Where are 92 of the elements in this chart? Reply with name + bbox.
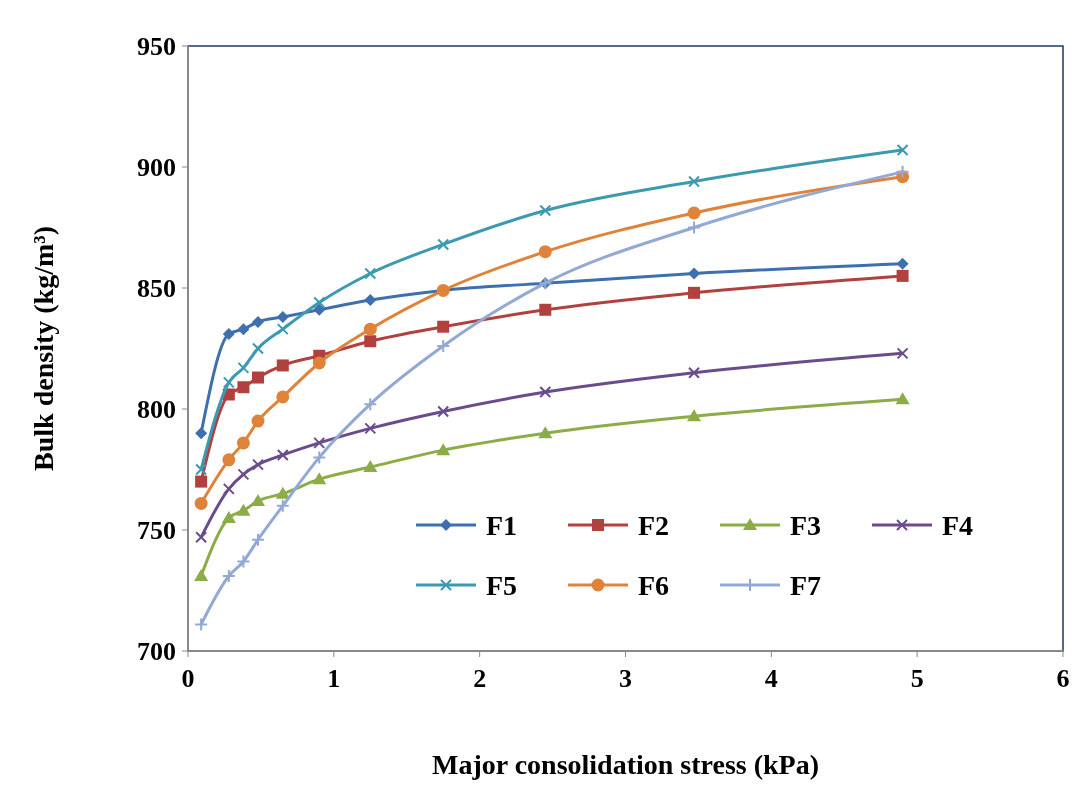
point bbox=[275, 486, 290, 499]
point bbox=[364, 335, 377, 348]
point bbox=[896, 269, 909, 282]
point bbox=[221, 568, 236, 583]
point bbox=[237, 468, 250, 481]
x-tick-label: 1 bbox=[327, 664, 341, 693]
point bbox=[895, 392, 910, 405]
point bbox=[687, 206, 701, 220]
point bbox=[194, 617, 209, 632]
point bbox=[313, 296, 326, 309]
point bbox=[221, 510, 236, 523]
point bbox=[313, 436, 326, 449]
point bbox=[437, 238, 450, 251]
point bbox=[437, 320, 450, 333]
point bbox=[194, 496, 208, 510]
x-tick-label: 4 bbox=[764, 664, 778, 693]
point bbox=[364, 294, 377, 307]
point bbox=[895, 164, 910, 179]
point bbox=[195, 463, 208, 476]
point bbox=[236, 436, 250, 450]
y-tick-label: 950 bbox=[137, 32, 176, 61]
point bbox=[222, 376, 235, 389]
point bbox=[313, 303, 326, 316]
point bbox=[312, 472, 327, 485]
point bbox=[195, 427, 208, 440]
point bbox=[539, 303, 552, 316]
point bbox=[251, 493, 265, 506]
point bbox=[236, 554, 251, 569]
legend-label: F4 bbox=[942, 510, 974, 541]
x-tick-label: 6 bbox=[1056, 664, 1070, 693]
x-tick-label: 2 bbox=[473, 664, 487, 693]
legend-label: F1 bbox=[486, 510, 518, 541]
point bbox=[896, 257, 909, 270]
point bbox=[275, 498, 290, 513]
y-tick-label: 850 bbox=[137, 274, 176, 303]
point bbox=[251, 414, 265, 428]
y-tick-label: 750 bbox=[137, 516, 176, 545]
point bbox=[437, 405, 450, 418]
x-tick-label: 3 bbox=[619, 664, 632, 693]
point bbox=[538, 245, 552, 259]
point bbox=[688, 267, 701, 280]
point bbox=[194, 568, 209, 581]
point bbox=[252, 342, 264, 355]
point bbox=[195, 475, 208, 488]
point bbox=[252, 315, 264, 328]
point bbox=[276, 359, 289, 372]
x-axis-title: Major consolidation stress (kPa) bbox=[431, 749, 820, 780]
point bbox=[436, 443, 451, 456]
point bbox=[222, 453, 236, 467]
point bbox=[688, 366, 701, 379]
y-tick-label: 800 bbox=[137, 395, 176, 424]
y-axis-title: Bulk density (kg/m³) bbox=[28, 226, 59, 471]
legend-label: F2 bbox=[638, 510, 670, 541]
point bbox=[237, 323, 250, 336]
legend-label: F5 bbox=[486, 570, 518, 601]
point bbox=[363, 322, 377, 336]
point bbox=[222, 327, 235, 340]
legend-label: F7 bbox=[790, 570, 822, 601]
point bbox=[312, 450, 327, 465]
point bbox=[436, 339, 451, 354]
point bbox=[364, 422, 377, 435]
point bbox=[276, 323, 289, 336]
x-tick-label: 0 bbox=[181, 664, 195, 693]
point bbox=[195, 531, 208, 544]
point bbox=[252, 371, 264, 384]
point bbox=[896, 347, 909, 360]
point bbox=[276, 311, 289, 324]
point bbox=[236, 503, 251, 516]
legend-label: F3 bbox=[790, 510, 822, 541]
point bbox=[276, 390, 290, 404]
legend-label: F6 bbox=[638, 570, 670, 601]
point bbox=[312, 356, 326, 370]
point bbox=[539, 204, 552, 217]
point bbox=[688, 286, 701, 299]
y-tick-label: 900 bbox=[137, 153, 176, 182]
point bbox=[539, 386, 552, 399]
point bbox=[364, 267, 377, 280]
point bbox=[237, 361, 250, 374]
point bbox=[222, 482, 235, 495]
point bbox=[688, 175, 701, 188]
point bbox=[363, 397, 378, 412]
point bbox=[276, 448, 289, 461]
point bbox=[237, 381, 250, 394]
point bbox=[687, 220, 702, 235]
point bbox=[896, 144, 909, 157]
point bbox=[538, 426, 553, 439]
y-tick-label: 700 bbox=[137, 637, 176, 666]
point bbox=[687, 409, 702, 422]
point bbox=[251, 532, 265, 547]
point bbox=[252, 458, 264, 471]
point bbox=[363, 460, 378, 473]
x-tick-label: 5 bbox=[910, 664, 924, 693]
